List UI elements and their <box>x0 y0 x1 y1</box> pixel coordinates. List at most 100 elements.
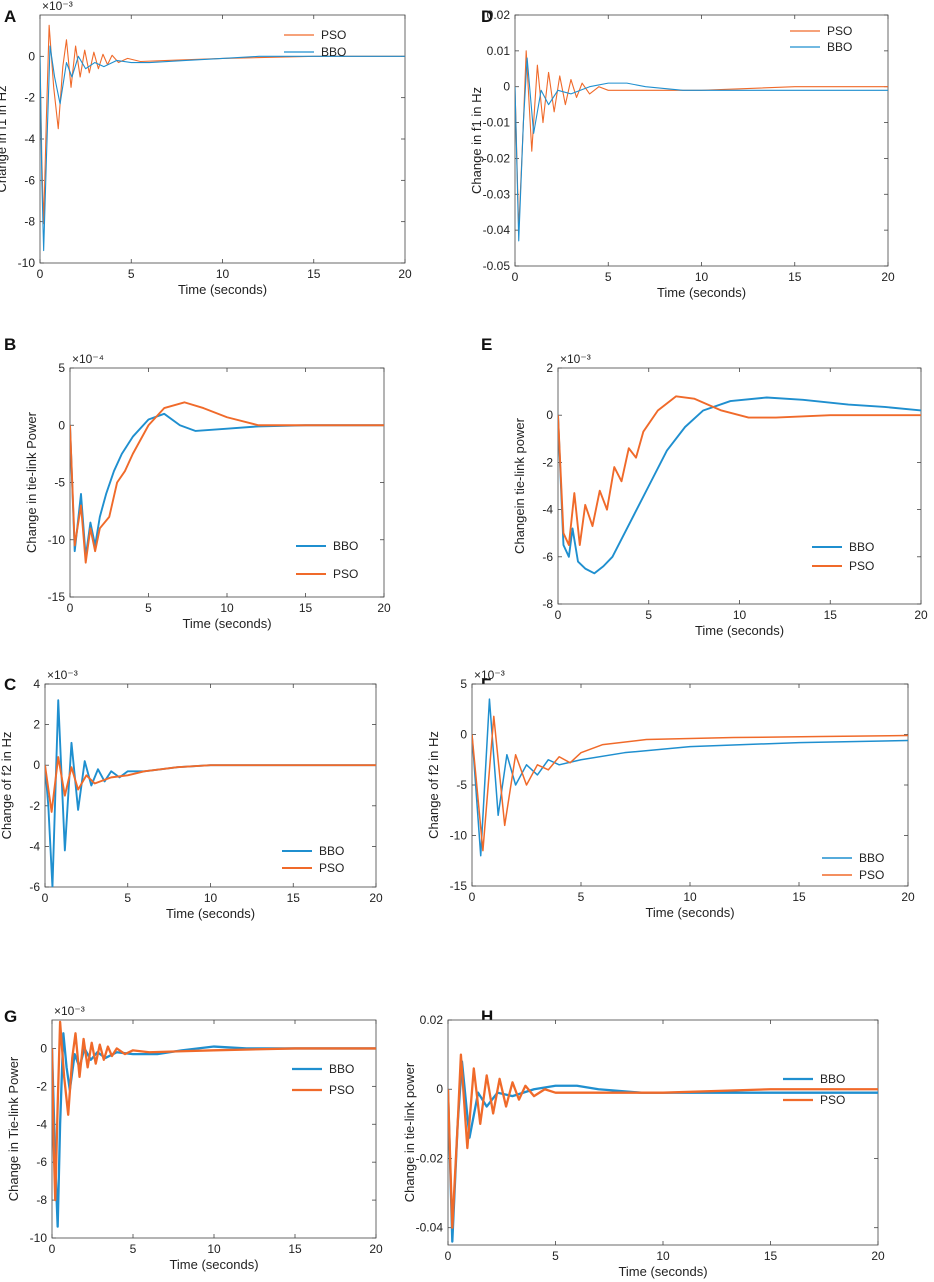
x-tick-label: 10 <box>204 891 218 905</box>
x-tick-label: 5 <box>552 1249 559 1263</box>
y-tick-label: -4 <box>36 1117 47 1131</box>
legend-label-pso: PSO <box>321 28 346 42</box>
y-tick-label: 2 <box>33 718 40 732</box>
x-tick-label: 15 <box>288 1242 302 1256</box>
y-tick-label: -10 <box>18 256 36 270</box>
panel-letter: D <box>481 7 493 26</box>
y-axis-label: Change in tie-link power <box>402 1062 417 1202</box>
panel-letter: A <box>4 7 16 26</box>
y-tick-label: 5 <box>460 677 467 691</box>
series-line-bbo <box>40 45 405 252</box>
y-tick-label: 0 <box>546 408 553 422</box>
legend-label-bbo: BBO <box>827 40 852 54</box>
series-line-bbo <box>558 396 921 575</box>
y-tick-label: -5 <box>456 778 467 792</box>
y-tick-label: -8 <box>542 597 553 611</box>
legend: PSO BBO <box>790 24 852 54</box>
y-axis-label: Change in Tie-link Power <box>6 1056 21 1201</box>
plot-frame <box>471 683 909 887</box>
legend-label-bbo: BBO <box>859 851 884 865</box>
y-tick-label: -5 <box>54 476 65 490</box>
y-tick-label: -0.04 <box>483 223 511 237</box>
x-axis-label: Time (seconds) <box>178 282 267 297</box>
y-tick-label: -10 <box>450 829 468 843</box>
legend: PSO BBO <box>284 28 346 59</box>
panel-letter: C <box>4 675 16 694</box>
axis-exponent: ×10⁻³ <box>42 0 73 13</box>
y-tick-label: 0 <box>33 758 40 772</box>
x-tick-label: 5 <box>605 270 612 284</box>
series-line-pso <box>472 715 908 852</box>
y-axis-label: Changein tie-link power <box>512 417 527 554</box>
x-tick-label: 20 <box>901 890 915 904</box>
y-tick-label: 0.02 <box>420 1013 444 1027</box>
y-tick-label: -0.02 <box>416 1151 444 1165</box>
x-tick-label: 15 <box>792 890 806 904</box>
series-line-bbo <box>52 1032 376 1228</box>
legend-label-bbo: BBO <box>329 1062 354 1076</box>
legend-label-bbo: BBO <box>333 539 358 553</box>
plot-frame <box>44 683 377 888</box>
legend-label-pso: PSO <box>329 1083 354 1097</box>
series-line-pso <box>52 1020 376 1202</box>
x-axis-label: Time (seconds) <box>645 905 734 920</box>
y-tick-label: -0.01 <box>483 116 511 130</box>
x-tick-label: 15 <box>788 270 802 284</box>
x-tick-label: 20 <box>369 891 383 905</box>
legend-label-pso: PSO <box>319 861 344 875</box>
x-tick-label: 15 <box>299 601 313 615</box>
plot-frame <box>51 1019 377 1239</box>
x-tick-label: 20 <box>369 1242 383 1256</box>
axis-exponent: ×10⁻³ <box>54 1004 85 1018</box>
axis-exponent: ×10⁻⁴ <box>72 352 104 366</box>
y-tick-label: -15 <box>48 590 66 604</box>
series-line-pso <box>558 395 921 546</box>
x-axis-label: Time (seconds) <box>169 1257 258 1272</box>
x-tick-label: 20 <box>914 608 928 622</box>
y-tick-label: -0.05 <box>483 259 511 273</box>
legend-label-bbo: BBO <box>820 1072 845 1086</box>
axis-exponent: ×10⁻³ <box>474 668 505 682</box>
x-tick-label: 5 <box>578 890 585 904</box>
y-tick-label: -2 <box>36 1079 47 1093</box>
x-tick-label: 5 <box>645 608 652 622</box>
series-line-pso <box>70 401 384 564</box>
panel-letter: E <box>481 335 492 354</box>
legend-label-bbo: BBO <box>849 540 874 554</box>
series-line-bbo <box>515 57 888 242</box>
series-line-pso <box>45 756 376 813</box>
legend-label-pso: PSO <box>827 24 852 38</box>
x-tick-label: 10 <box>733 608 747 622</box>
x-tick-label: 5 <box>124 891 131 905</box>
x-tick-label: 0 <box>37 267 44 281</box>
y-tick-label: -10 <box>30 1231 48 1245</box>
legend-label-pso: PSO <box>849 559 874 573</box>
x-tick-label: 10 <box>695 270 709 284</box>
x-tick-label: 5 <box>130 1242 137 1256</box>
y-tick-label: 0 <box>436 1082 443 1096</box>
y-tick-label: -6 <box>542 550 553 564</box>
y-tick-label: 5 <box>58 361 65 375</box>
y-tick-label: 0 <box>460 728 467 742</box>
x-tick-label: 15 <box>764 1249 778 1263</box>
x-tick-label: 5 <box>128 267 135 281</box>
x-tick-label: 15 <box>307 267 321 281</box>
x-axis-label: Time (seconds) <box>166 906 255 921</box>
y-axis-label: Change in f1 in Hz <box>469 87 484 194</box>
legend: BBO PSO <box>292 1062 354 1097</box>
y-tick-label: -2 <box>29 799 40 813</box>
chart-panel-a: A 0 5 10 15 20 0 -2 -4 -6 -8 -10 ×10⁻³ Time (seconds)… <box>0 0 412 297</box>
y-axis-label: Change of f2 in Hz <box>0 732 14 840</box>
plot-frame <box>39 14 406 264</box>
legend: BBO PSO <box>822 851 884 882</box>
x-tick-label: 20 <box>377 601 391 615</box>
y-tick-label: 0 <box>58 418 65 432</box>
y-tick-label: -4 <box>542 503 553 517</box>
x-tick-label: 10 <box>683 890 697 904</box>
axis-exponent: ×10⁻³ <box>47 668 78 682</box>
x-tick-label: 0 <box>67 601 74 615</box>
x-tick-label: 15 <box>287 891 301 905</box>
